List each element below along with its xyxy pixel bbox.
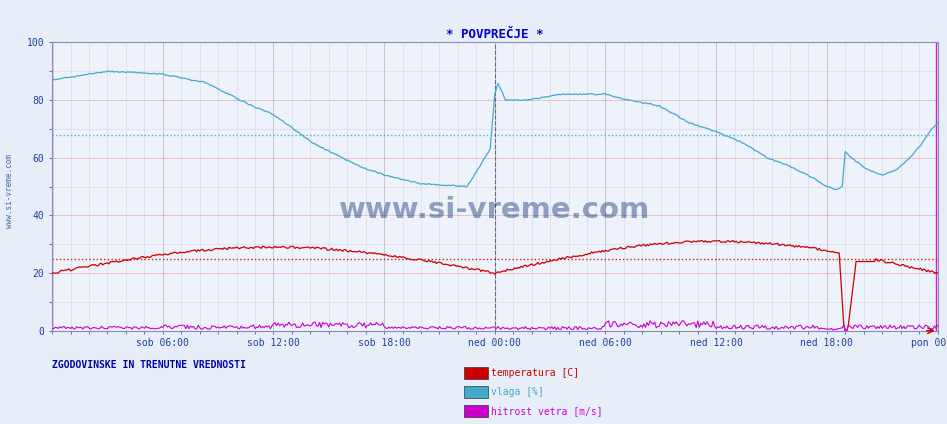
Text: temperatura [C]: temperatura [C] xyxy=(491,368,580,378)
Text: ZGODOVINSKE IN TRENUTNE VREDNOSTI: ZGODOVINSKE IN TRENUTNE VREDNOSTI xyxy=(52,360,246,370)
Title: * POVPREČJE *: * POVPREČJE * xyxy=(446,28,544,41)
Text: www.si-vreme.com: www.si-vreme.com xyxy=(339,195,651,223)
Text: www.si-vreme.com: www.si-vreme.com xyxy=(5,154,14,228)
Text: hitrost vetra [m/s]: hitrost vetra [m/s] xyxy=(491,406,603,416)
Text: vlaga [%]: vlaga [%] xyxy=(491,387,545,397)
